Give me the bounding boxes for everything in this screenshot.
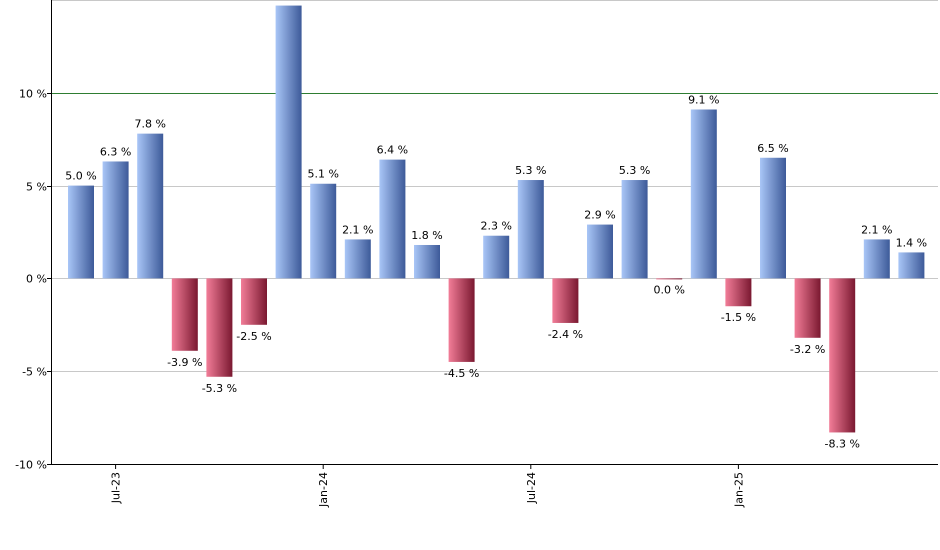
bar-label-Dec-24: 9.1 %	[688, 94, 719, 107]
bar-May-24	[448, 278, 475, 362]
bar-label-Oct-23: -5.3 %	[202, 382, 237, 395]
bar-Jul-23	[102, 161, 129, 279]
bar-label-Jun-25: 1.4 %	[896, 236, 927, 249]
bar-label-Jul-23: 6.3 %	[100, 145, 131, 158]
bar-Sep-24	[587, 224, 613, 279]
bar-label-May-24: -4.5 %	[444, 367, 479, 380]
bar-Aug-23	[137, 133, 164, 279]
bar-label-Jan-24: 5.1 %	[307, 168, 338, 181]
bar-label-Aug-24: -2.4 %	[548, 328, 583, 341]
bar-Apr-25	[829, 278, 856, 433]
bar-Feb-25	[760, 157, 786, 279]
bar-label-Dec-23: 14.7 %	[269, 0, 307, 3]
axes: -10 % -5 % 0 % 5 % 10 % Jul-23 Jan-24 Jul-24 Jan…	[15, 0, 938, 508]
x-tick-label-Jan-24: Jan-24	[317, 472, 330, 508]
bar-Apr-24	[414, 244, 440, 279]
bar-Oct-24	[621, 180, 648, 279]
bar-label-Sep-23: -3.9 %	[167, 356, 202, 369]
bar-label-Oct-24: 5.3 %	[619, 164, 650, 177]
bar-Jun-23	[68, 185, 94, 279]
bar-label-Apr-24: 1.8 %	[411, 229, 442, 242]
bar-Jun-25	[898, 252, 925, 279]
bar-label-Feb-24: 2.1 %	[342, 223, 373, 236]
bar-Sep-23	[171, 278, 198, 351]
bar-label-Jan-25: -1.5 %	[721, 311, 756, 324]
bars	[68, 5, 925, 433]
bar-Nov-23	[241, 278, 267, 325]
bar-label-Aug-23: 7.8 %	[134, 118, 165, 131]
y-tick-label: 0 %	[26, 273, 47, 286]
y-tick-label: 10 %	[19, 88, 47, 101]
bar-Jun-24	[483, 235, 510, 279]
bar-label-Mar-25: -3.2 %	[790, 343, 825, 356]
bar-label-Apr-25: -8.3 %	[824, 437, 859, 450]
data-labels: 5.0 % 6.3 % 7.8 % -3.9 %-5.3 % -2.5 % 14.7 % 5…	[65, 0, 927, 450]
x-tick-label-Jul-24: Jul-24	[525, 472, 538, 504]
bar-label-Jun-23: 5.0 %	[65, 170, 96, 183]
bar-label-Nov-23: -2.5 %	[236, 330, 271, 343]
y-tick-label: -10 %	[15, 459, 47, 472]
bar-label-May-25: 2.1 %	[861, 223, 892, 236]
bar-Jul-24	[517, 180, 544, 279]
bar-Jan-24	[310, 183, 337, 279]
bar-label-Mar-24: 6.4 %	[377, 144, 408, 157]
bar-Aug-24	[552, 278, 579, 323]
bar-Jan-25	[725, 278, 752, 307]
bar-label-Feb-25: 6.5 %	[757, 142, 788, 155]
bar-label-Jul-24: 5.3 %	[515, 164, 546, 177]
bar-Dec-24	[690, 109, 717, 279]
bar-Feb-24	[344, 239, 371, 279]
bar-May-25	[863, 239, 890, 279]
bar-label-Nov-24: 0.0 %	[653, 283, 684, 296]
x-tick-label-Jan-25: Jan-25	[732, 472, 745, 508]
y-tick-label: 5 %	[26, 181, 47, 194]
bar-Mar-25	[794, 278, 821, 338]
x-tick-label-Jul-23: Jul-23	[110, 472, 123, 504]
bar-Nov-24	[656, 278, 683, 280]
y-tick-label: -5 %	[22, 366, 47, 379]
bar-Mar-24	[379, 159, 406, 279]
bar-Dec-23	[275, 5, 302, 279]
bar-label-Jun-24: 2.3 %	[480, 220, 511, 233]
bar-label-Sep-24: 2.9 %	[584, 209, 615, 222]
bar-Oct-23	[206, 278, 233, 377]
